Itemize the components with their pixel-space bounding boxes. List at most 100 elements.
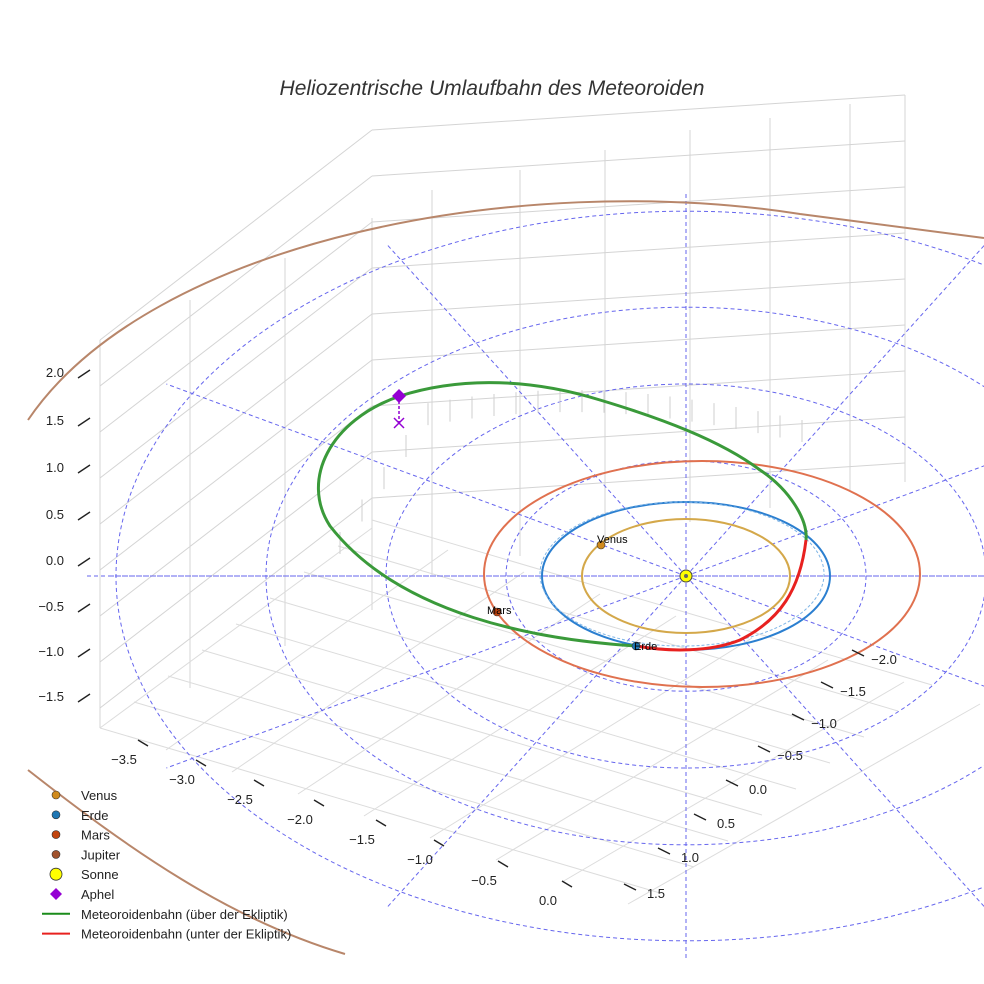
grid-z-line [371, 370, 906, 407]
legend-marker [51, 830, 61, 839]
ecliptic-radial-line [685, 465, 984, 577]
grid-floor-line [297, 593, 601, 795]
grid-z-line [371, 278, 906, 315]
grid-z-line [99, 451, 373, 663]
meteoroid-orbit-below [635, 539, 808, 652]
aphelion-projection-marker [393, 417, 405, 429]
y-tick-label: −0.5 [777, 748, 803, 763]
grid-floor-line [429, 637, 753, 839]
z-tick-label: 1.5 [46, 413, 64, 428]
grid-z-line [371, 324, 906, 361]
grid-floor-line [337, 545, 899, 712]
x-tick-label: −0.5 [471, 873, 497, 888]
grid-z-line [371, 416, 906, 453]
x-tick-label: −1.0 [407, 852, 433, 867]
y-tick-mark [851, 649, 865, 657]
grid-floor-line [303, 571, 865, 738]
grid-floor-line [561, 681, 905, 883]
legend-label: Meteoroidenbahn (unter der Ekliptik) [81, 927, 291, 942]
grid-z-line [371, 186, 906, 223]
grid-floor-line [231, 571, 525, 773]
mars-marker [492, 607, 502, 617]
grid-z-line [371, 462, 906, 499]
meteoroid-orbit-above [316, 381, 808, 648]
y-tick-label: 1.0 [681, 850, 699, 865]
grid-floor-line [201, 649, 763, 816]
legend-label: Erde [81, 808, 108, 823]
x-tick-label: −2.0 [287, 812, 313, 827]
grid-floor-line [495, 659, 829, 861]
grid-floor-line [363, 615, 677, 817]
x-tick-label: 0.0 [539, 893, 557, 908]
venus-orbit [581, 518, 791, 634]
x-tick-mark [497, 860, 509, 868]
mars-orbit [483, 460, 921, 688]
legend-label: Venus [81, 788, 118, 803]
x-tick-mark [313, 799, 325, 807]
y-tick-mark [657, 847, 671, 855]
legend-label: Jupiter [81, 847, 121, 862]
grid-floor-line [371, 519, 933, 686]
legend-label: Sonne [81, 867, 119, 882]
z-tick-label: 0.0 [46, 553, 64, 568]
legend-marker [50, 888, 62, 900]
legend-label: Mars [81, 828, 110, 843]
ecliptic-radial-line [385, 243, 687, 577]
x-tick-mark [195, 759, 207, 767]
grid-floor-line [627, 703, 981, 905]
x-tick-mark [433, 839, 445, 847]
grid-floor-line [269, 597, 831, 764]
z-tick-mark [77, 369, 91, 379]
ecliptic-radial-line [166, 383, 687, 577]
grid-z-line [99, 129, 373, 341]
x-tick-mark [561, 880, 573, 888]
jupiter-orbit [27, 769, 346, 955]
earth-label: Erde [634, 641, 657, 653]
grid-floor-line [99, 527, 373, 729]
grid-floor-line [99, 727, 661, 894]
y-tick-label: 0.0 [749, 782, 767, 797]
sun-center [684, 574, 688, 578]
legend-label: Meteoroidenbahn (über der Ekliptik) [81, 907, 288, 922]
grid-z-line [371, 232, 906, 269]
grid-z-line [371, 140, 906, 177]
ecliptic-radial-line [166, 575, 687, 769]
grid-floor-line [167, 675, 729, 842]
legend-marker [49, 867, 63, 881]
grid-z-line [99, 497, 373, 709]
x-tick-label: −3.0 [169, 772, 195, 787]
venus-label: Venus [597, 534, 628, 546]
grid-z-line [99, 359, 373, 571]
legend-label: Aphel [81, 887, 114, 902]
z-tick-label: −0.5 [38, 599, 64, 614]
grid-floor-line [235, 623, 797, 790]
z-tick-mark [77, 417, 91, 427]
z-tick-label: 2.0 [46, 365, 64, 380]
y-tick-mark [820, 681, 834, 689]
y-tick-label: −2.0 [871, 652, 897, 667]
z-tick-mark [77, 603, 91, 613]
grid-z-line [371, 94, 906, 131]
y-tick-label: 0.5 [717, 816, 735, 831]
x-tick-label: −1.5 [349, 832, 375, 847]
jupiter-orbit [27, 200, 984, 421]
y-tick-mark [757, 745, 771, 753]
chart-title: Heliozentrische Umlaufbahn des Meteoroid… [280, 77, 705, 100]
legend-marker [51, 790, 61, 800]
earth-marker [631, 641, 641, 651]
grid-z-line [99, 175, 373, 387]
y-tick-label: −1.0 [811, 716, 837, 731]
z-tick-label: −1.5 [38, 689, 64, 704]
ecliptic-radial-line [685, 575, 984, 687]
y-tick-mark [693, 813, 707, 821]
y-tick-mark [725, 779, 739, 787]
x-tick-label: −2.5 [227, 792, 253, 807]
ecliptic-radial-line [685, 244, 984, 577]
x-tick-mark [137, 739, 149, 747]
y-tick-label: −1.5 [840, 684, 866, 699]
z-tick-mark [77, 693, 91, 703]
z-tick-label: 1.0 [46, 460, 64, 475]
x-tick-mark [253, 779, 265, 787]
z-tick-mark [77, 648, 91, 658]
